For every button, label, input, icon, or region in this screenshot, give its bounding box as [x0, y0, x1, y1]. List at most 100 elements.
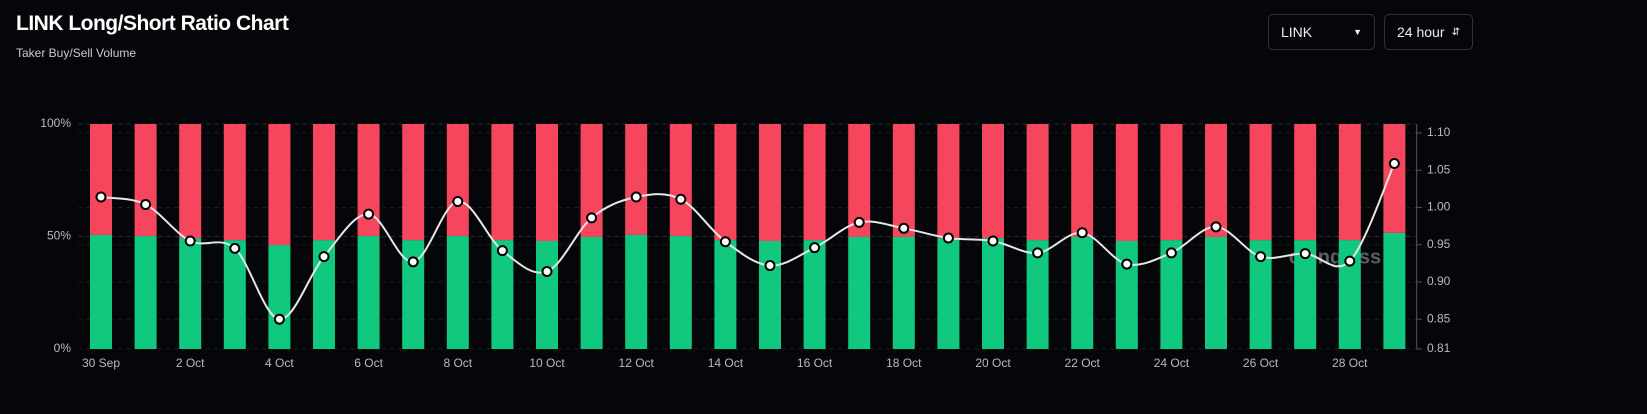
y2-tick-label: 1.05 — [1427, 162, 1451, 176]
ratio-point — [1121, 258, 1133, 270]
bar-segment — [268, 124, 291, 246]
symbol-select[interactable]: LINK ▼ — [1268, 14, 1375, 50]
x-tick-label: 26 Oct — [1243, 356, 1279, 370]
bar-segment — [892, 124, 915, 237]
bar-segment — [1071, 124, 1094, 237]
y2-tick-label: 1.10 — [1427, 125, 1451, 139]
ratio-point — [363, 208, 375, 220]
bar-segment — [134, 236, 157, 349]
bar-segment — [1205, 124, 1227, 237]
bar-segment — [313, 240, 335, 349]
y2-tick-label: 0.85 — [1427, 311, 1451, 325]
bar-segment — [536, 124, 558, 241]
bar-segment — [625, 124, 648, 235]
bar-segment — [1249, 124, 1272, 241]
bar-segment — [1115, 124, 1138, 241]
ratio-point — [1344, 255, 1356, 267]
ratio-point — [95, 191, 107, 203]
bar-segment — [669, 124, 692, 237]
bar-segment — [1160, 240, 1183, 349]
ratio-point — [764, 260, 776, 272]
ratio-point — [229, 242, 241, 254]
bar-segment — [1294, 240, 1317, 349]
y2-tick-label: 1.00 — [1427, 200, 1451, 214]
symbol-value: LINK — [1281, 24, 1313, 40]
x-tick-label: 8 Oct — [443, 356, 472, 370]
bar-segment — [1026, 240, 1049, 349]
bar-segment — [1115, 241, 1138, 349]
bar-segment — [759, 241, 781, 349]
ratio-point — [898, 222, 910, 234]
ratio-point — [273, 313, 285, 325]
ratio-line — [100, 163, 1396, 321]
x-tick-label: 22 Oct — [1065, 356, 1101, 370]
bar-segment — [223, 240, 246, 349]
bar-segment — [759, 124, 781, 241]
bar-segment — [1383, 232, 1406, 349]
bar-segment — [714, 124, 737, 241]
bar-segment — [134, 124, 157, 237]
bar-segment — [1026, 124, 1049, 241]
bar-segment — [491, 124, 514, 241]
bar-segment — [848, 124, 871, 237]
ratio-point — [586, 212, 598, 224]
x-tick-label: 18 Oct — [886, 356, 922, 370]
ratio-point — [407, 256, 419, 268]
y2-tick-label: 0.81 — [1427, 341, 1451, 355]
ratio-point — [1076, 227, 1088, 239]
ratio-point — [719, 236, 731, 248]
x-tick-label: 6 Oct — [354, 356, 383, 370]
ratio-point — [184, 235, 196, 247]
x-tick-label: 16 Oct — [797, 356, 833, 370]
bar-segment — [580, 236, 603, 349]
bar-segment — [313, 124, 335, 241]
ratio-point — [942, 232, 954, 244]
bar-segment — [179, 124, 202, 239]
ratio-point — [1255, 251, 1267, 263]
y2-tick-label: 0.95 — [1427, 237, 1451, 251]
bar-segment — [446, 124, 469, 237]
ratio-point — [496, 245, 508, 257]
interval-value: 24 hour — [1397, 24, 1445, 40]
y-tick-label: 50% — [47, 229, 71, 243]
x-tick-label: 14 Oct — [708, 356, 744, 370]
bar-segment — [803, 124, 826, 241]
bar-segment — [714, 240, 737, 349]
ratio-point — [452, 195, 464, 207]
title: LINK Long/Short Ratio Chart — [16, 12, 289, 35]
interval-select[interactable]: 24 hour ⇵ — [1384, 14, 1473, 50]
ratio-point — [853, 216, 865, 228]
ratio-point — [1299, 248, 1311, 260]
bar-segment — [625, 234, 648, 349]
bar-segment — [179, 238, 202, 349]
bar-segment — [1071, 236, 1094, 349]
ratio-point — [1210, 221, 1222, 233]
bar-segment — [982, 124, 1004, 239]
bar-segment — [90, 124, 112, 235]
ratio-point — [140, 198, 152, 210]
bar-segment — [937, 124, 960, 239]
bar-segment — [446, 236, 469, 349]
bar-segment — [1338, 124, 1361, 241]
x-tick-label: 10 Oct — [529, 356, 565, 370]
subtitle: Taker Buy/Sell Volume — [16, 46, 137, 60]
x-tick-label: 28 Oct — [1332, 356, 1368, 370]
bar-segment — [1160, 124, 1183, 241]
y-tick-label: 0% — [54, 341, 72, 355]
x-tick-label: 24 Oct — [1154, 356, 1190, 370]
ratio-point — [675, 193, 687, 205]
bar-segment — [357, 124, 380, 237]
bar-segment — [848, 236, 871, 349]
ratio-point — [630, 191, 642, 203]
x-tick-label: 20 Oct — [975, 356, 1011, 370]
bar-segment — [268, 245, 291, 349]
bar-segment — [937, 238, 960, 349]
bar-segment — [90, 234, 112, 349]
bar-segment — [669, 236, 692, 349]
ratio-point — [1388, 157, 1400, 169]
bar-segment — [1338, 240, 1361, 349]
x-tick-label: 2 Oct — [176, 356, 205, 370]
ratio-point — [1032, 247, 1044, 259]
